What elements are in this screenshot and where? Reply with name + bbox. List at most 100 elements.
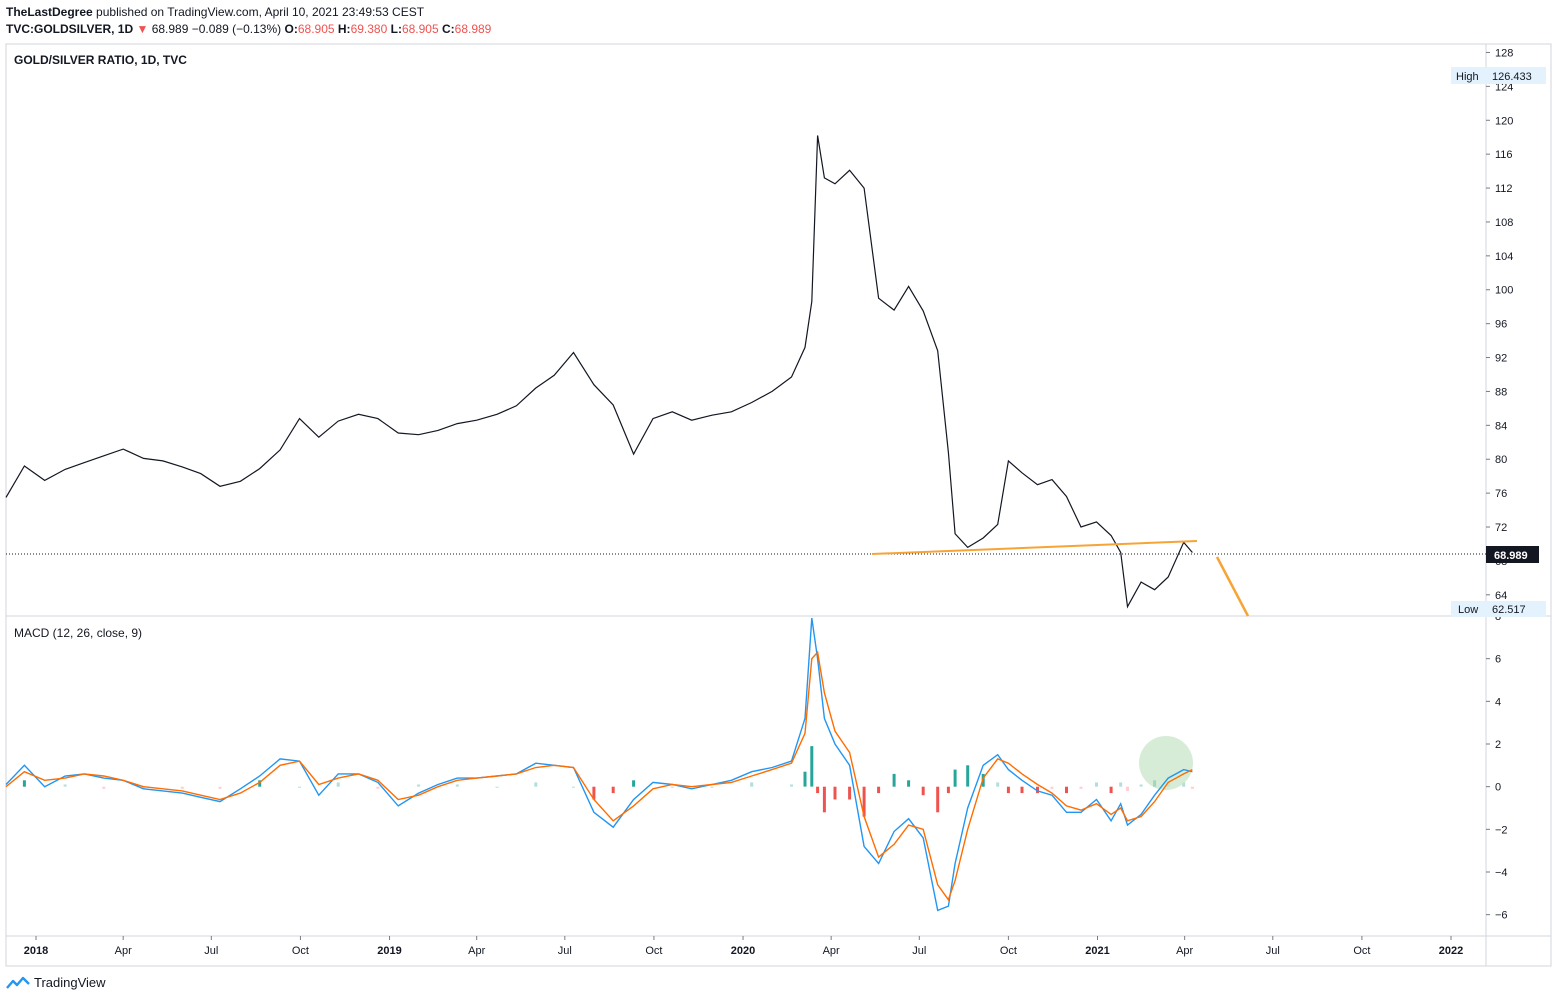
- macd-histogram-bar: [1006, 786, 1010, 794]
- macd-histogram-bar: [803, 771, 807, 787]
- macd-histogram: [22, 746, 1194, 817]
- macd-histogram-bar: [1190, 786, 1194, 789]
- macd-histogram-bar: [417, 784, 421, 787]
- macd-histogram-bar: [1139, 784, 1143, 787]
- price-y-tick-label: 92: [1495, 353, 1507, 365]
- high-value: 69.380: [350, 22, 388, 36]
- macd-histogram-bar: [810, 746, 814, 787]
- macd-y-tick-label: −4: [1495, 867, 1508, 879]
- close-value: 68.989: [454, 22, 492, 36]
- macd-histogram-bar: [218, 786, 222, 789]
- price-y-tick-label: 116: [1495, 149, 1513, 161]
- macd-histogram-bar: [22, 780, 26, 787]
- macd-y-tick-label: −2: [1495, 824, 1508, 836]
- price-y-tick-label: 112: [1495, 183, 1513, 195]
- last-price-box: [1486, 546, 1539, 563]
- time-x-axis: 2018 Apr Jul Oct 2019 Apr Jul Oct 2020 Apr Jul Oct 2…: [24, 936, 1463, 957]
- macd-histogram-bar: [936, 786, 940, 813]
- macd-histogram-bar: [1182, 782, 1186, 787]
- last-price-value: 68.989: [1494, 550, 1528, 562]
- x-tick-label: 2018: [24, 945, 48, 957]
- open-label: O:: [284, 22, 298, 36]
- macd-histogram-bar: [670, 786, 674, 788]
- macd-histogram-bar: [816, 786, 820, 794]
- macd-series-line: [5, 618, 1193, 912]
- macd-histogram-bar: [1095, 782, 1098, 787]
- price-y-tick-label: 72: [1495, 522, 1507, 534]
- x-tick-label: Jul: [204, 945, 218, 957]
- chart-frame: [5, 43, 1552, 967]
- high-label-box: [1451, 67, 1546, 84]
- macd-y-axis: −6−4−202468: [1486, 611, 1508, 922]
- x-tick-label: Apr: [1176, 945, 1193, 957]
- high-label: H:: [337, 22, 351, 36]
- high-label-text: High: [1456, 71, 1479, 83]
- macd-histogram-bar: [534, 782, 538, 787]
- x-tick-label: 2021: [1085, 945, 1109, 957]
- macd-histogram-bar: [1065, 786, 1068, 794]
- macd-histogram-bar: [862, 786, 866, 817]
- macd-histogram-bar: [1036, 786, 1039, 794]
- low-label-value: 62.517: [1492, 604, 1526, 616]
- macd-histogram-bar: [336, 782, 340, 787]
- price-y-tick-label: 76: [1495, 488, 1507, 500]
- price-y-tick-label: 64: [1495, 590, 1507, 602]
- low-value: 68.905: [401, 22, 439, 36]
- price-y-tick-label: 84: [1495, 420, 1507, 432]
- x-tick-label: 2020: [731, 945, 755, 957]
- macd-histogram-bar: [710, 786, 714, 788]
- macd-histogram-bar: [142, 786, 145, 789]
- trend-line: [871, 540, 1198, 555]
- macd-histogram-bar: [180, 786, 184, 789]
- macd-histogram-bar: [592, 786, 596, 800]
- x-tick-label: Apr: [468, 945, 485, 957]
- price-series-line: [5, 135, 1193, 609]
- low-label-text: Low: [1458, 604, 1478, 616]
- symbol-info: TVC:GOLDSILVER, 1D ▼ 68.989 −0.089 (−0.1…: [6, 22, 491, 36]
- macd-histogram-bar: [63, 784, 67, 787]
- x-tick-label: 2022: [1439, 945, 1463, 957]
- x-tick-label: Oct: [1000, 945, 1017, 957]
- published-text: published on TradingView.com, April 10, …: [96, 5, 425, 19]
- price-y-axis: 6468727680848892961001041081121161201241…: [1486, 47, 1513, 602]
- macd-histogram-bar: [921, 786, 925, 796]
- macd-histogram-bar: [632, 780, 636, 787]
- macd-pane-title: MACD (12, 26, close, 9): [14, 626, 142, 640]
- tradingview-brand[interactable]: TradingView: [6, 975, 106, 990]
- price-pane-title: GOLD/SILVER RATIO, 1D, TVC: [14, 53, 187, 67]
- x-tick-label: Apr: [115, 945, 132, 957]
- price-change: −0.089 (−0.13%): [191, 22, 282, 36]
- low-label-box: [1451, 601, 1546, 617]
- price-y-tick-label: 96: [1495, 319, 1507, 331]
- x-tick-label: 2019: [377, 945, 401, 957]
- price-y-tick-label: 80: [1495, 454, 1507, 466]
- macd-histogram-bar: [953, 769, 957, 787]
- price-y-tick-label: 128: [1495, 47, 1513, 59]
- macd-histogram-bar: [892, 773, 896, 787]
- macd-histogram-bar: [966, 765, 970, 787]
- price-y-tick-label: 124: [1495, 81, 1513, 93]
- macd-y-tick-label: −6: [1495, 910, 1508, 922]
- macd-y-tick-label: 2: [1495, 739, 1501, 751]
- x-tick-label: Oct: [292, 945, 309, 957]
- macd-histogram-bar: [946, 786, 950, 794]
- macd-y-tick-label: 0: [1495, 782, 1501, 794]
- macd-histogram-bar: [1119, 782, 1123, 787]
- publish-info: TheLastDegree published on TradingView.c…: [6, 5, 424, 19]
- macd-histogram-bar: [102, 786, 106, 789]
- macd-histogram-bar: [495, 786, 499, 788]
- macd-histogram-bar: [790, 784, 793, 787]
- last-price: 68.989: [151, 22, 189, 36]
- x-tick-label: Jul: [558, 945, 572, 957]
- macd-histogram-bar: [822, 786, 826, 813]
- macd-histogram-bar: [1126, 786, 1129, 791]
- author-name[interactable]: TheLastDegree: [6, 5, 93, 19]
- down-arrow-icon: ▼: [136, 22, 149, 36]
- macd-histogram-bar: [877, 786, 881, 794]
- high-label-value: 126.433: [1492, 71, 1532, 83]
- x-tick-label: Oct: [1353, 945, 1370, 957]
- x-tick-label: Jul: [1266, 945, 1280, 957]
- macd-histogram-bar: [848, 786, 852, 800]
- macd-histogram-bar: [376, 786, 380, 789]
